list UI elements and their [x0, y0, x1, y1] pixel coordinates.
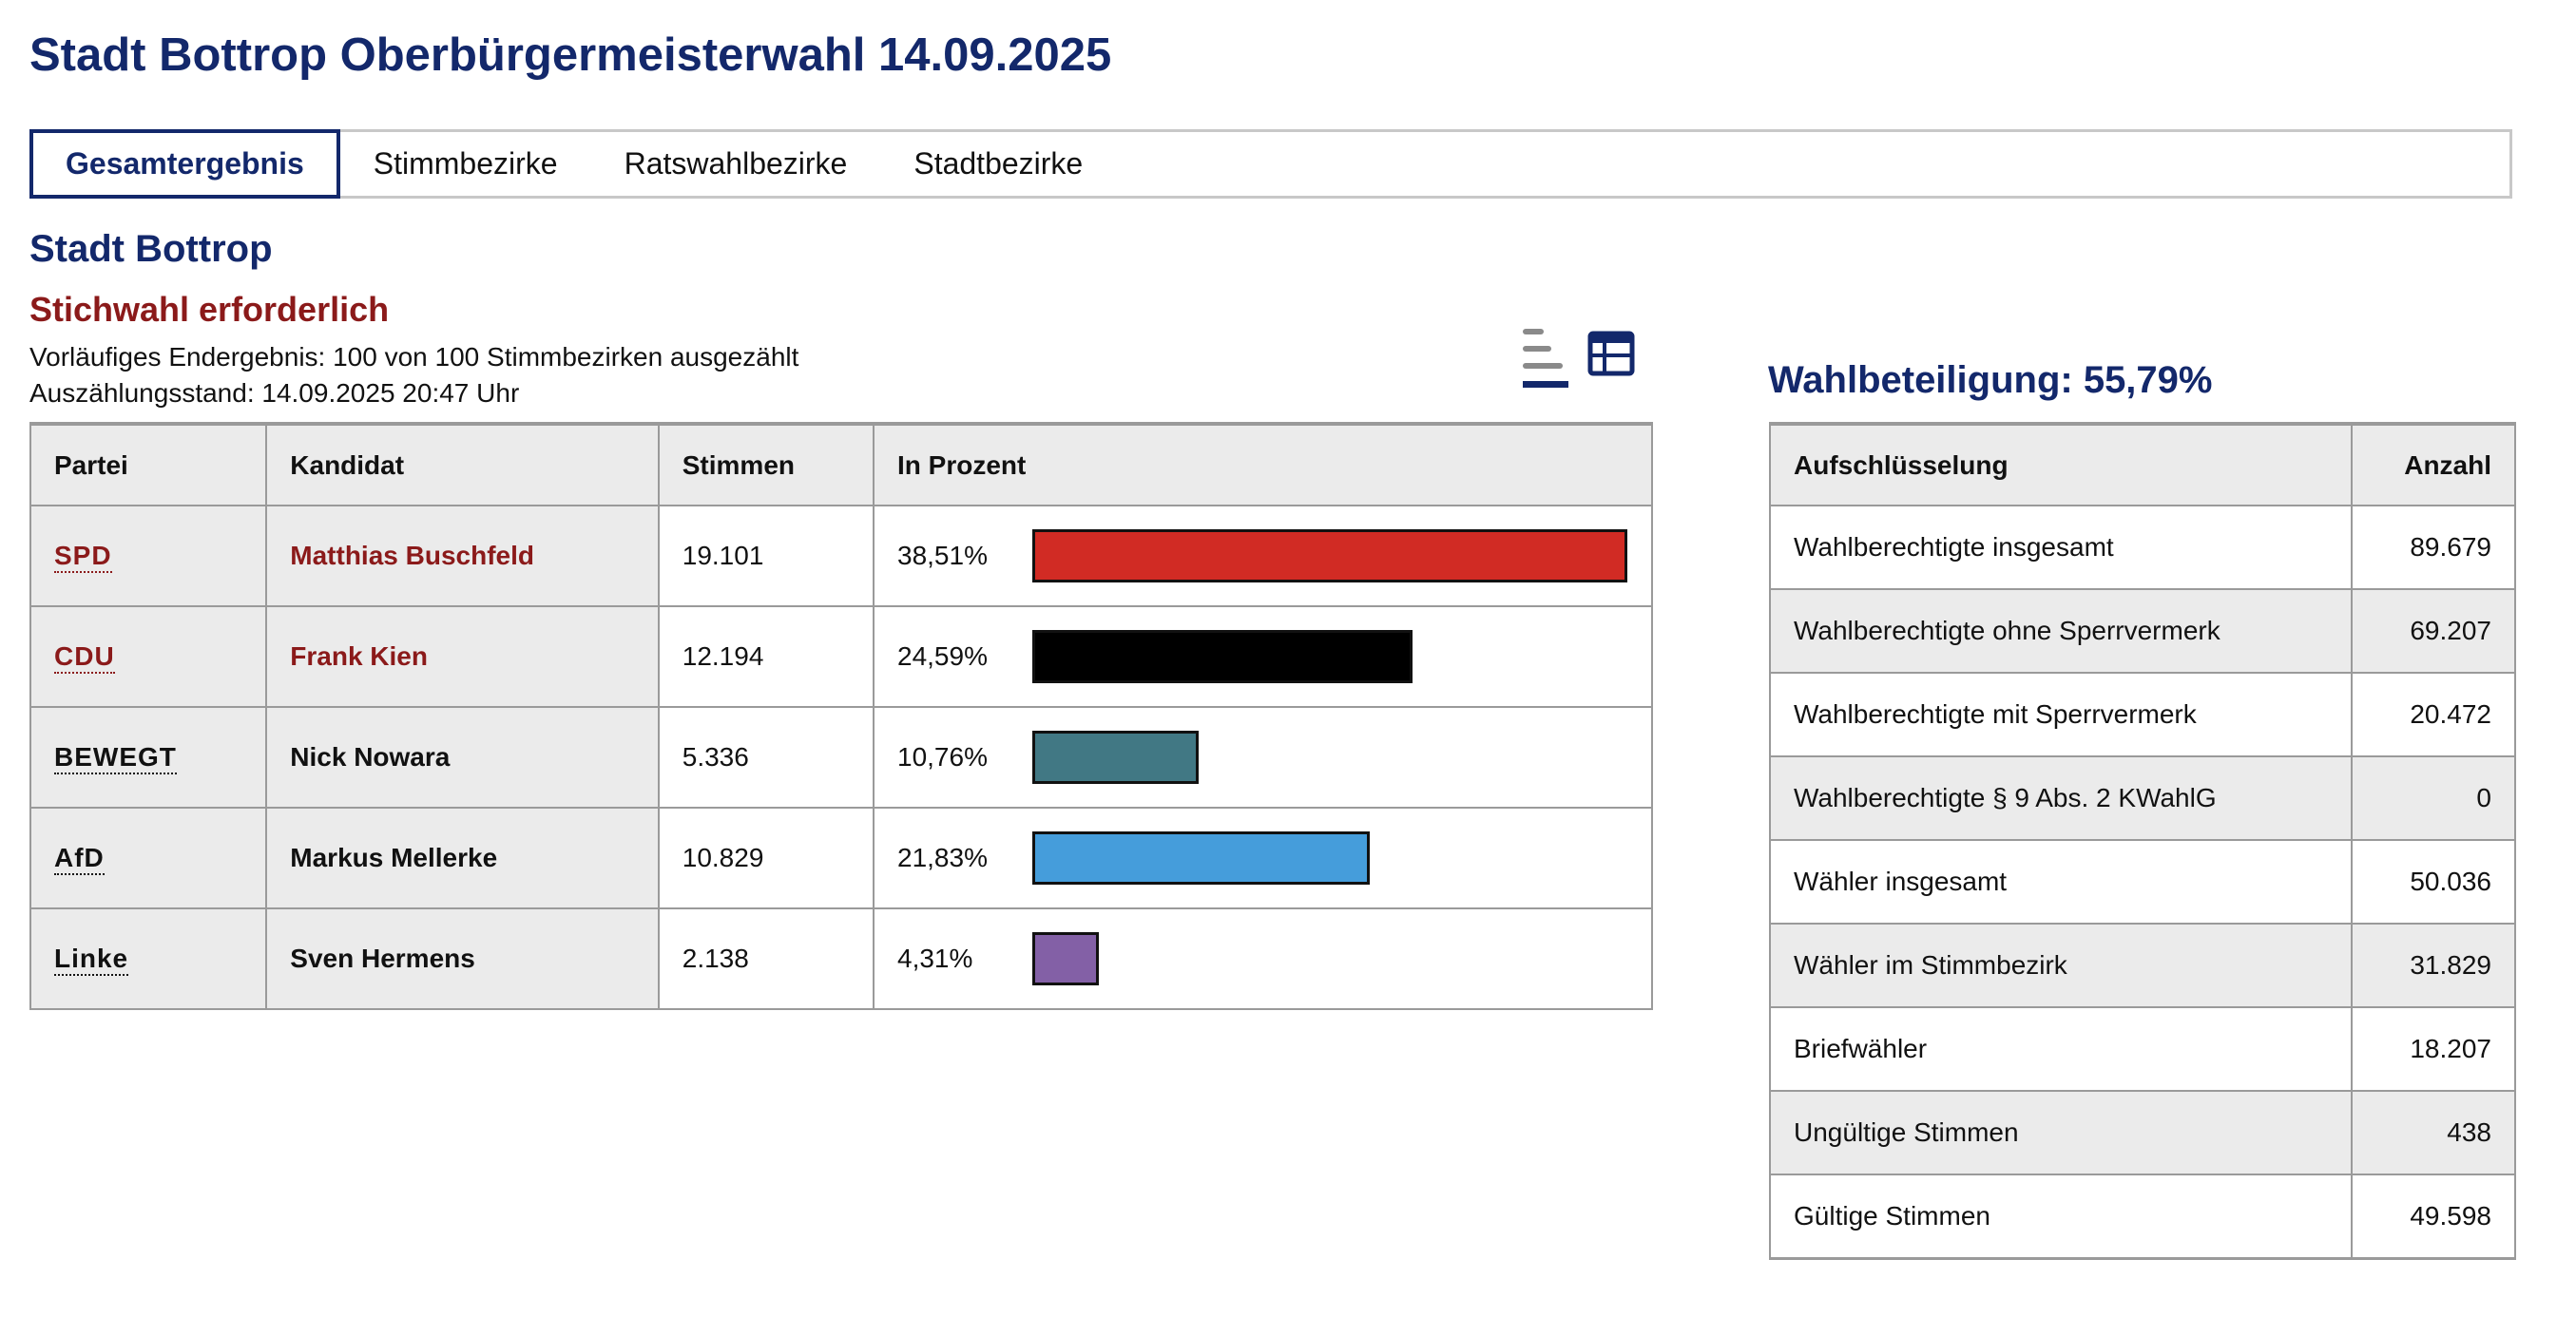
vote-bar-linke [1032, 932, 1099, 985]
table-row: Briefwähler 18.207 [1770, 1007, 2515, 1092]
tab-ratswahlbezirke[interactable]: Ratswahlbezirke [624, 146, 848, 181]
tab-stadtbezirke[interactable]: Stadtbezirke [913, 146, 1084, 181]
party-link-bewegt[interactable]: BEWEGT [54, 742, 177, 774]
runoff-status: Stichwahl erforderlich [29, 290, 390, 329]
results-table: Partei Kandidat Stimmen In Prozent SPD M… [29, 422, 1653, 1010]
tab-gesamtergebnis[interactable]: Gesamtergebnis [29, 129, 340, 199]
breakdown-label: Gültige Stimmen [1770, 1174, 2353, 1259]
breakdown-header-row: Aufschlüsselung Anzahl [1770, 424, 2515, 506]
breakdown-label: Wähler insgesamt [1770, 840, 2353, 925]
turnout-breakdown-table: Aufschlüsselung Anzahl Wahlberechtigte i… [1769, 422, 2516, 1260]
breakdown-label: Briefwähler [1770, 1007, 2353, 1092]
candidate-name: Sven Hermens [266, 908, 660, 1010]
vote-bar-spd [1032, 529, 1627, 582]
percent-value: 24,59% [897, 641, 988, 671]
table-row: CDU Frank Kien 12.194 24,59% [30, 606, 1652, 708]
candidate-name: Matthias Buschfeld [266, 506, 660, 607]
table-row: Ungültige Stimmen 438 [1770, 1091, 2515, 1175]
breakdown-label: Wahlberechtigte insgesamt [1770, 506, 2353, 590]
breakdown-label: Wahlberechtigte ohne Sperrvermerk [1770, 589, 2353, 674]
table-row: Wahlberechtigte ohne Sperrvermerk 69.207 [1770, 589, 2515, 674]
table-row: Wahlberechtigte mit Sperrvermerk 20.472 [1770, 673, 2515, 757]
candidate-name: Markus Mellerke [266, 808, 660, 909]
header-party: Partei [30, 424, 268, 506]
votes-value: 2.138 [658, 908, 875, 1010]
table-row: AfD Markus Mellerke 10.829 21,83% [30, 808, 1652, 909]
breakdown-value: 20.472 [2352, 673, 2515, 757]
bar-chart-icon[interactable] [1521, 327, 1570, 390]
header-votes: Stimmen [658, 424, 875, 506]
results-header-row: Partei Kandidat Stimmen In Prozent [30, 424, 1652, 506]
table-row: Wähler im Stimmbezirk 31.829 [1770, 924, 2515, 1008]
region-title: Stadt Bottrop [29, 228, 273, 270]
percent-value: 21,83% [897, 843, 988, 872]
percent-value: 38,51% [897, 541, 988, 570]
party-link-linke[interactable]: Linke [54, 944, 129, 976]
breakdown-value: 0 [2352, 756, 2515, 841]
progress-text: Vorläufiges Endergebnis: 100 von 100 Sti… [29, 342, 799, 372]
header-percent: In Prozent [874, 424, 1652, 506]
header-count: Anzahl [2352, 424, 2515, 506]
breakdown-label: Ungültige Stimmen [1770, 1091, 2353, 1175]
candidate-name: Nick Nowara [266, 707, 660, 809]
breakdown-value: 69.207 [2352, 589, 2515, 674]
tab-bar: Gesamtergebnis Stimmbezirke Ratswahlbezi… [29, 129, 2512, 199]
breakdown-value: 18.207 [2352, 1007, 2515, 1092]
header-candidate: Kandidat [266, 424, 660, 506]
breakdown-value: 50.036 [2352, 840, 2515, 925]
vote-bar-afd [1032, 831, 1370, 885]
breakdown-value: 89.679 [2352, 506, 2515, 590]
party-link-spd[interactable]: SPD [54, 541, 112, 573]
table-row: Wahlberechtigte § 9 Abs. 2 KWahlG 0 [1770, 756, 2515, 841]
table-icon[interactable] [1587, 331, 1635, 376]
table-row: SPD Matthias Buschfeld 19.101 38,51% [30, 506, 1652, 607]
breakdown-value: 49.598 [2352, 1174, 2515, 1259]
votes-value: 12.194 [658, 606, 875, 708]
breakdown-value: 31.829 [2352, 924, 2515, 1008]
tab-stimmbezirke[interactable]: Stimmbezirke [373, 146, 558, 181]
table-row: Linke Sven Hermens 2.138 4,31% [30, 908, 1652, 1010]
breakdown-label: Wähler im Stimmbezirk [1770, 924, 2353, 1008]
table-row: Gültige Stimmen 49.598 [1770, 1174, 2515, 1259]
breakdown-value: 438 [2352, 1091, 2515, 1175]
party-link-afd[interactable]: AfD [54, 843, 105, 875]
count-time: Auszählungsstand: 14.09.2025 20:47 Uhr [29, 378, 520, 408]
table-row: Wahlberechtigte insgesamt 89.679 [1770, 506, 2515, 590]
breakdown-label: Wahlberechtigte § 9 Abs. 2 KWahlG [1770, 756, 2353, 841]
percent-value: 10,76% [897, 742, 988, 772]
table-row: Wähler insgesamt 50.036 [1770, 840, 2515, 925]
percent-value: 4,31% [897, 944, 973, 973]
view-toggle [1521, 327, 1635, 393]
votes-value: 5.336 [658, 707, 875, 809]
vote-bar-cdu [1032, 630, 1413, 683]
party-link-cdu[interactable]: CDU [54, 641, 115, 674]
candidate-name: Frank Kien [266, 606, 660, 708]
breakdown-label: Wahlberechtigte mit Sperrvermerk [1770, 673, 2353, 757]
header-breakdown: Aufschlüsselung [1770, 424, 2353, 506]
votes-value: 19.101 [658, 506, 875, 607]
page-title: Stadt Bottrop Oberbürgermeisterwahl 14.0… [29, 29, 1112, 81]
turnout-heading: Wahlbeteiligung: 55,79% [1768, 359, 2213, 401]
votes-value: 10.829 [658, 808, 875, 909]
table-row: BEWEGT Nick Nowara 5.336 10,76% [30, 707, 1652, 809]
vote-bar-bewegt [1032, 731, 1199, 784]
